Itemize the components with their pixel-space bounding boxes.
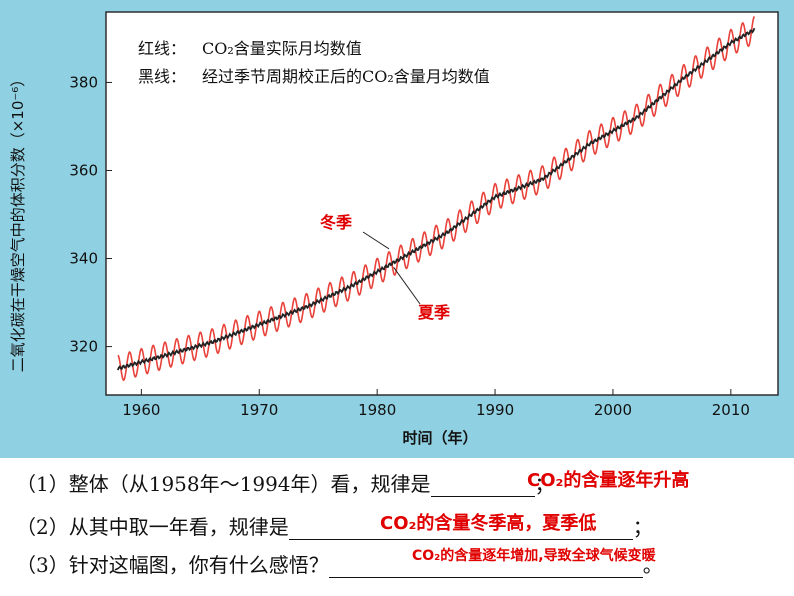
question-3-answer-line <box>328 553 643 578</box>
question-2-text: （2）从其中取一年看，规律是 <box>16 515 289 539</box>
y-axis-label: 二氧化碳在干燥空气中的体积分数（×10⁻⁶） <box>9 72 27 373</box>
question-1-text: （1）整体（从1958年～1994年）看，规律是 <box>16 472 431 496</box>
legend-red-text: CO₂含量实际月均数值 <box>202 39 362 58</box>
y-tick-label: 320 <box>69 338 98 356</box>
x-axis-label: 时间（年） <box>402 429 477 447</box>
summer-annotation: 夏季 <box>417 303 451 322</box>
summer-pointer-line <box>393 267 421 305</box>
chart-area: 1960 1970 1980 1990 2000 2010 320 340 360 380 红线：… <box>0 0 794 458</box>
legend-black-text: 经过季节周期校正后的CO₂含量月均数值 <box>202 67 490 86</box>
question-1-answer: CO₂的含量逐年升高 <box>527 470 690 491</box>
x-tick-label: 1960 <box>122 401 160 419</box>
plot-area <box>105 11 779 396</box>
x-tick-label: 2000 <box>594 401 632 419</box>
co2-chart: 1960 1970 1980 1990 2000 2010 320 340 360 380 红线：… <box>9 11 779 447</box>
question-1-answer-line <box>430 472 535 497</box>
x-tick-label: 1990 <box>476 401 514 419</box>
question-1: （1）整体（从1958年～1994年）看，规律是 ； <box>16 468 555 497</box>
y-tick-label: 360 <box>69 161 98 179</box>
series-line-actual <box>117 15 756 382</box>
question-2-answer-line <box>288 515 633 540</box>
question-2: （2）从其中取一年看，规律是 ； <box>16 511 653 540</box>
x-tick-label: 1970 <box>240 401 278 419</box>
legend-black-label: 黑线： <box>138 67 186 86</box>
winter-annotation: 冬季 <box>320 213 353 232</box>
question-3-suffix: 。 <box>642 553 663 577</box>
question-1-suffix: ； <box>534 472 555 496</box>
series-line-corrected <box>116 27 756 371</box>
y-tick-label: 340 <box>69 250 98 268</box>
question-2-suffix: ； <box>632 515 653 539</box>
question-3-answer: CO₂的含量逐年增加,导致全球气候变暖 <box>412 548 656 564</box>
question-3-text: （3）针对这幅图，你有什么感悟？ <box>16 553 329 577</box>
x-tick-label: 1980 <box>358 401 396 419</box>
x-tick-label: 2010 <box>712 401 750 419</box>
y-tick-label: 380 <box>69 73 98 91</box>
winter-pointer-line <box>362 231 390 250</box>
question-3: （3）针对这幅图，你有什么感悟？ 。 <box>16 549 663 578</box>
legend-red-label: 红线： <box>138 39 186 58</box>
question-2-answer: CO₂的含量冬季高，夏季低 <box>380 513 597 534</box>
